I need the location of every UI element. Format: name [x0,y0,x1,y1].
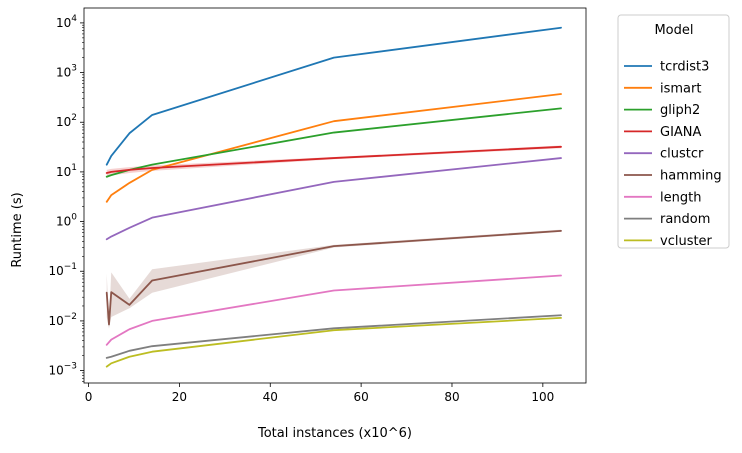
x-tick-label: 80 [444,390,459,404]
series-line-giana [105,145,562,174]
legend-label-random: random [660,212,710,227]
legend: Model tcrdist3 ismart gliph2 GIANA clustcr ha… [617,14,730,249]
band-hamming [106,229,562,329]
series-line-clustcr [105,157,562,241]
legend-box [617,14,730,249]
y-tick-label: 103 [56,64,77,80]
y-tick-label: 102 [56,113,77,129]
y-tick-label: 10−1 [48,262,77,278]
confidence-bands [106,145,562,329]
legend-label-ismart: ismart [660,81,701,96]
y-tick-label: 10−3 [48,362,77,378]
x-axis-ticks: 0 20 40 60 80 100 [85,383,554,404]
legend-items: tcrdist3 ismart gliph2 GIANA clustcr hamming l… [624,60,722,249]
series-line-hamming [105,229,562,326]
y-tick-label: 104 [56,14,77,30]
y-axis-label: Runtime (s) [10,192,25,267]
x-tick-label: 0 [85,390,93,404]
legend-label-gliph2: gliph2 [660,103,700,118]
band-giana [106,145,562,179]
plot-frame [83,7,587,384]
x-tick-label: 20 [172,390,187,404]
y-tick-label: 100 [56,213,77,229]
legend-label-hamming: hamming [660,169,722,184]
series-line-ismart [105,93,562,203]
x-tick-label: 100 [531,390,554,404]
y-tick-label: 101 [56,163,77,179]
x-axis-label: Total instances (x10^6) [257,426,412,441]
legend-label-giana: GIANA [660,125,702,140]
series-line-vcluster [105,316,562,368]
series-line-gliph2 [105,107,562,178]
legend-title: Model [654,23,693,38]
series-line-length [105,274,562,346]
series-lines [105,26,562,368]
legend-label-length: length [660,190,701,205]
legend-label-tcrdist3: tcrdist3 [660,60,709,75]
x-tick-label: 60 [353,390,368,404]
y-axis-ticks: 10−3 10−2 10−1 100 101 102 103 104 [48,14,84,382]
legend-label-vcluster: vcluster [660,234,713,249]
y-tick-label: 10−2 [48,312,77,328]
x-tick-label: 40 [263,390,278,404]
series-line-random [105,314,562,359]
series-line-tcrdist3 [105,26,562,166]
legend-label-clustcr: clustcr [660,147,704,162]
